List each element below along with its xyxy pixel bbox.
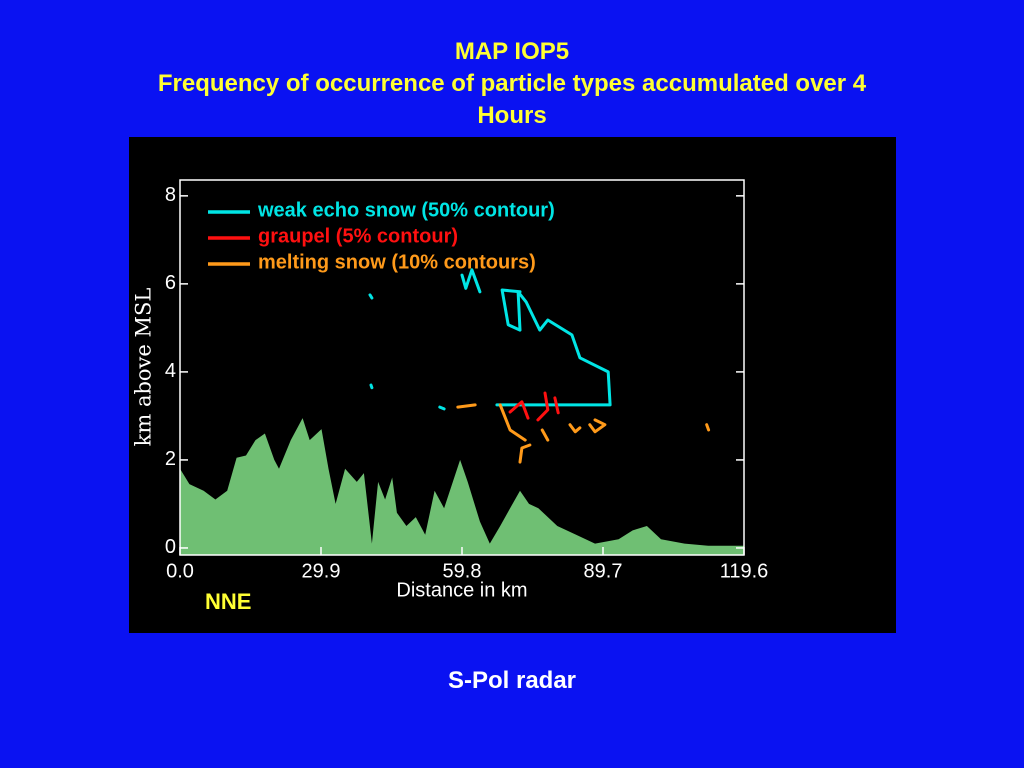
y-tick-label: 2 [165, 448, 176, 470]
x-tick-label: 0.0 [166, 560, 194, 582]
annotation: NNE [205, 589, 251, 614]
x-axis-label: Distance in km [396, 579, 527, 601]
y-tick-label: 4 [165, 360, 176, 382]
y-tick-label: 6 [165, 272, 176, 294]
legend-label: graupel (5% contour) [258, 225, 458, 247]
plot [180, 268, 744, 555]
slide-subtitle: Frequency of occurrence of particle type… [157, 70, 867, 129]
x-tick-label: 119.6 [720, 560, 769, 582]
contour-line [368, 268, 612, 411]
y-tick-label: 0 [165, 536, 176, 558]
x-tick-label: 29.9 [302, 560, 341, 582]
slide-title: MAP IOP5 [454, 38, 570, 65]
contour-line [508, 391, 560, 422]
footer: S-Pol radar [447, 667, 577, 694]
contour-line [456, 403, 711, 464]
x-tick-label: 59.8 [443, 560, 482, 582]
x-tick-label: 89.7 [584, 560, 623, 582]
y-axis-label: km above MSL [132, 288, 156, 447]
legend-label: weak echo snow (50% contour) [257, 199, 555, 221]
terrain-area [180, 418, 744, 555]
y-tick-label: 8 [165, 184, 176, 206]
legend-label: melting snow (10% contours) [258, 251, 536, 273]
